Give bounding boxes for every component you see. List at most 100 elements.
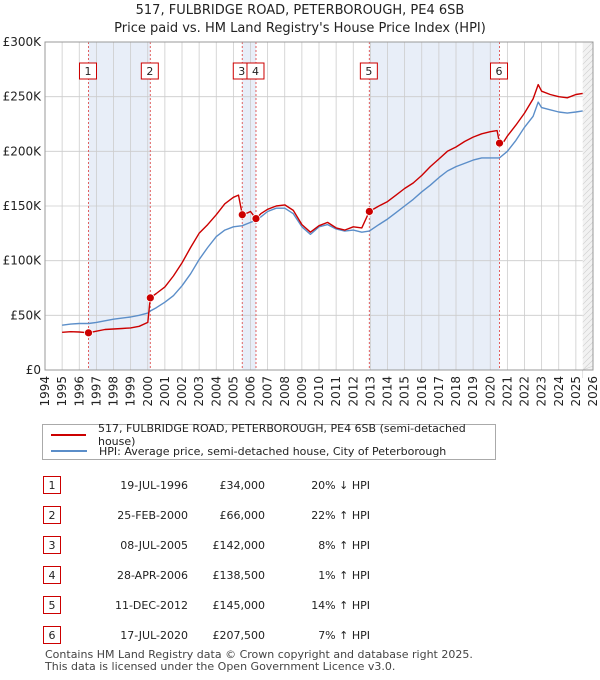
hatch-line bbox=[582, 77, 594, 89]
chart-legend: 517, FULBRIDGE ROAD, PETERBOROUGH, PE4 6… bbox=[42, 422, 496, 460]
footer-attribution: Contains HM Land Registry data © Crown c… bbox=[45, 649, 473, 673]
hatch-line bbox=[582, 287, 594, 299]
hatch-line bbox=[582, 233, 594, 245]
hatch-line bbox=[582, 101, 594, 113]
transaction-label: 4 bbox=[252, 65, 259, 78]
transaction-hpi: 8% ↑ HPI bbox=[318, 539, 370, 552]
transaction-number: 4 bbox=[43, 566, 61, 584]
forecast-hatch-area bbox=[582, 42, 593, 370]
transaction-label-box bbox=[489, 62, 508, 80]
x-tick-label: 2000 bbox=[141, 376, 155, 407]
y-tick-label: £300K bbox=[3, 35, 43, 49]
hatch-line bbox=[582, 143, 594, 155]
transaction-point bbox=[251, 214, 261, 223]
hatch-line bbox=[582, 59, 594, 71]
transaction-label-box bbox=[246, 62, 265, 80]
hatch-line bbox=[582, 149, 594, 161]
hatch-line bbox=[582, 245, 594, 257]
transaction-label: 6 bbox=[495, 65, 502, 78]
hatch-line bbox=[582, 347, 594, 359]
hatch-line bbox=[582, 215, 594, 227]
transaction-label-box bbox=[140, 62, 159, 80]
transaction-point bbox=[237, 210, 247, 220]
x-tick-label: 1996 bbox=[72, 376, 86, 407]
hatch-line bbox=[582, 191, 594, 203]
transaction-number: 2 bbox=[43, 506, 61, 524]
hatch-line bbox=[582, 47, 594, 59]
hatch-line bbox=[582, 311, 594, 323]
legend-label-hpi: HPI: Average price, semi-detached house,… bbox=[99, 444, 447, 458]
hatch-line bbox=[582, 53, 594, 65]
transaction-number: 3 bbox=[43, 536, 61, 554]
x-tick-label: 2021 bbox=[500, 376, 514, 407]
hatch-line bbox=[582, 257, 594, 269]
x-tick-label: 1999 bbox=[124, 376, 138, 407]
x-tick-label: 2018 bbox=[449, 376, 463, 407]
transaction-point bbox=[364, 207, 374, 216]
hatch-line bbox=[582, 275, 594, 287]
x-tick-label: 2022 bbox=[518, 376, 532, 407]
x-tick-label: 2020 bbox=[483, 376, 497, 407]
transaction-date: 11-DEC-2012 bbox=[114, 599, 188, 612]
hatch-line bbox=[582, 119, 594, 131]
hatch-line bbox=[582, 323, 594, 335]
transaction-hpi: 20% ↓ HPI bbox=[311, 479, 370, 492]
x-tick-label: 2010 bbox=[312, 376, 326, 407]
transaction-number: 1 bbox=[43, 476, 61, 494]
x-tick-label: 2009 bbox=[295, 376, 309, 407]
hatch-line bbox=[582, 251, 594, 263]
x-tick-label: 2007 bbox=[261, 376, 275, 407]
transaction-date: 28-APR-2006 bbox=[116, 569, 188, 582]
x-tick-label: 2004 bbox=[209, 376, 223, 407]
transaction-point bbox=[84, 328, 93, 338]
x-tick-label: 2024 bbox=[552, 376, 566, 407]
hatch-line bbox=[582, 125, 594, 137]
footer-line-2: This data is licensed under the Open Gov… bbox=[45, 660, 396, 673]
x-tick-label: 2015 bbox=[398, 376, 412, 407]
hatch-line bbox=[582, 83, 594, 95]
x-tick-label: 2008 bbox=[278, 376, 292, 407]
hatch-line bbox=[582, 131, 594, 143]
hatch-line bbox=[582, 209, 594, 221]
hatch-line bbox=[582, 65, 594, 77]
transaction-date: 08-JUL-2005 bbox=[120, 539, 188, 552]
x-tick-label: 2017 bbox=[432, 376, 446, 407]
hatch-line bbox=[582, 335, 594, 347]
chart-title-line1: 517, FULBRIDGE ROAD, PETERBOROUGH, PE4 6… bbox=[135, 3, 465, 18]
table-row: 1 19-JUL-1996 £34,000 20% ↓ HPI bbox=[0, 476, 600, 498]
x-tick-label: 1998 bbox=[107, 376, 121, 407]
hatch-line bbox=[582, 113, 594, 125]
x-tick-label: 2019 bbox=[466, 376, 480, 407]
transaction-number: 5 bbox=[43, 596, 61, 614]
transaction-point bbox=[495, 138, 504, 148]
x-tick-label: 2023 bbox=[535, 376, 549, 407]
y-tick-label: £200K bbox=[3, 144, 43, 158]
transaction-hpi: 1% ↑ HPI bbox=[318, 569, 370, 582]
footer-line-1: Contains HM Land Registry data © Crown c… bbox=[45, 648, 473, 661]
hatch-line bbox=[582, 161, 594, 173]
transaction-hpi: 14% ↑ HPI bbox=[311, 599, 370, 612]
hatch-line bbox=[582, 167, 594, 179]
hatch-line bbox=[582, 179, 594, 191]
x-tick-label: 2011 bbox=[329, 376, 343, 407]
y-tick-label: £250K bbox=[3, 90, 43, 104]
x-tick-label: 2026 bbox=[586, 376, 600, 407]
hatch-line bbox=[582, 107, 594, 119]
x-tick-label: 2002 bbox=[175, 376, 189, 407]
transaction-hpi: 7% ↑ HPI bbox=[318, 629, 370, 642]
hatch-line bbox=[582, 221, 594, 233]
hatch-line bbox=[582, 317, 594, 329]
transaction-label: 5 bbox=[365, 65, 372, 78]
x-tick-label: 2006 bbox=[244, 376, 258, 407]
table-row: 3 08-JUL-2005 £142,000 8% ↑ HPI bbox=[0, 536, 600, 558]
transaction-point bbox=[145, 293, 155, 303]
hatch-line bbox=[582, 263, 594, 275]
hatch-line bbox=[582, 41, 594, 53]
y-tick-label: £50K bbox=[10, 308, 42, 322]
plot-frame bbox=[44, 41, 594, 371]
transaction-date: 19-JUL-1996 bbox=[120, 479, 188, 492]
hatch-line bbox=[582, 89, 594, 101]
hatch-line bbox=[582, 299, 594, 311]
transaction-price: £207,500 bbox=[212, 629, 266, 642]
x-tick-label: 2016 bbox=[415, 376, 429, 407]
